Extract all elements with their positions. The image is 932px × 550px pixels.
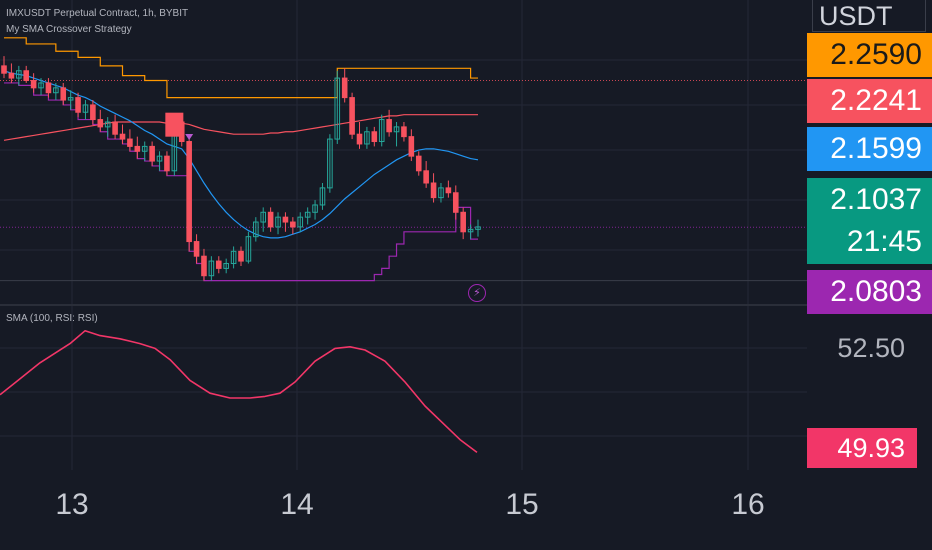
candle-body-27 <box>201 255 207 277</box>
candle-body-30 <box>223 263 229 269</box>
candle-body-32 <box>238 250 244 262</box>
candle-body-38 <box>282 216 289 223</box>
price-tag-5: 2.0803 <box>807 270 932 314</box>
candle-body-29 <box>215 260 222 269</box>
candle-body-14 <box>104 121 111 128</box>
candle-body-25 <box>186 141 192 243</box>
sma-slow-line <box>3 114 478 141</box>
candle-body-59 <box>438 187 444 199</box>
candle-body-52 <box>386 119 392 133</box>
candle-body-57 <box>423 170 429 184</box>
candle-body-26 <box>193 241 200 257</box>
candle-body-15 <box>112 121 118 135</box>
candle-body-22 <box>164 155 170 172</box>
rsi-legend: SMA (100, RSI: RSI) <box>6 313 98 324</box>
candle-body-18 <box>134 145 141 152</box>
candle-body-41 <box>304 211 311 218</box>
rsi-current-value-tag: 49.93 <box>807 428 917 468</box>
candle-body-56 <box>415 155 422 172</box>
x-tick-16: 16 <box>731 488 765 521</box>
candle-body-45 <box>334 77 341 140</box>
candle-body-49 <box>364 131 370 145</box>
strategy-legend: My SMA Crossover Strategy <box>6 24 132 35</box>
candle-body-34 <box>253 221 259 238</box>
candle-body-10 <box>75 97 81 113</box>
candle-body-39 <box>290 221 296 228</box>
price-tag-3: 2.1037 <box>807 178 932 222</box>
candle-body-54 <box>401 126 407 138</box>
candle-body-19 <box>141 145 148 152</box>
grid-lines <box>0 0 807 470</box>
sell-signal-marker <box>165 112 184 137</box>
candle-body-0 <box>1 65 7 74</box>
lightning-icon[interactable]: ⚡ <box>468 284 486 302</box>
candle-body-3 <box>23 70 30 82</box>
candle-body-44 <box>327 138 333 189</box>
candle-body-53 <box>393 126 400 133</box>
candle-body-33 <box>245 236 252 262</box>
candle-body-36 <box>267 211 274 228</box>
candle-body-62 <box>460 211 466 233</box>
price-tag-0: 2.2590 <box>807 33 932 77</box>
candle-body-61 <box>452 192 459 213</box>
candle-body-51 <box>378 119 385 143</box>
candle-body-43 <box>319 187 326 206</box>
candle-body-60 <box>445 187 452 194</box>
candle-body-9 <box>67 97 74 101</box>
candle-body-4 <box>30 80 37 89</box>
x-tick-13: 13 <box>55 488 89 521</box>
candle-body-2 <box>16 70 22 79</box>
candle-body-42 <box>312 204 318 213</box>
candle-body-11 <box>82 104 89 113</box>
candle-body-1 <box>8 72 15 79</box>
candle-body-37 <box>275 216 281 228</box>
candle-body-21 <box>156 155 163 162</box>
candle-body-17 <box>127 138 133 147</box>
rsi-level-label: 52.50 <box>837 333 905 363</box>
candle-body-13 <box>97 119 104 128</box>
candle-body-63 <box>467 228 474 233</box>
candle-body-20 <box>149 145 155 162</box>
candle-body-6 <box>45 82 52 94</box>
candle-body-35 <box>260 211 267 223</box>
currency-selector[interactable]: USDT <box>812 0 926 32</box>
candle-body-28 <box>208 260 215 277</box>
rsi-pane[interactable] <box>0 330 478 454</box>
sma-fast-line <box>3 70 479 239</box>
candle-body-12 <box>90 104 96 121</box>
candle-body-50 <box>371 131 378 143</box>
x-tick-14: 14 <box>280 488 314 521</box>
price-tag-4: 21:45 <box>807 220 932 264</box>
x-tick-15: 15 <box>505 488 539 521</box>
candle-body-5 <box>38 82 44 89</box>
candle-body-7 <box>53 87 59 94</box>
price-tag-2: 2.1599 <box>807 127 932 171</box>
candle-body-31 <box>230 250 237 265</box>
candle-body-64 <box>475 226 481 230</box>
candle-body-47 <box>349 97 355 135</box>
candle-body-55 <box>408 136 415 157</box>
symbol-legend: IMXUSDT Perpetual Contract, 1h, BYBIT <box>6 8 189 19</box>
price-pane[interactable] <box>0 37 807 282</box>
candle-body-8 <box>60 87 67 101</box>
candle-body-48 <box>356 133 363 145</box>
signal-arrow-marker <box>185 133 194 140</box>
upper-band-line <box>4 37 478 99</box>
candle-body-46 <box>341 77 348 99</box>
rsi-sma-line <box>0 330 478 454</box>
candle-body-16 <box>119 133 126 140</box>
price-tag-1: 2.2241 <box>807 79 932 123</box>
candle-body-40 <box>297 216 304 228</box>
candle-body-58 <box>430 182 437 199</box>
